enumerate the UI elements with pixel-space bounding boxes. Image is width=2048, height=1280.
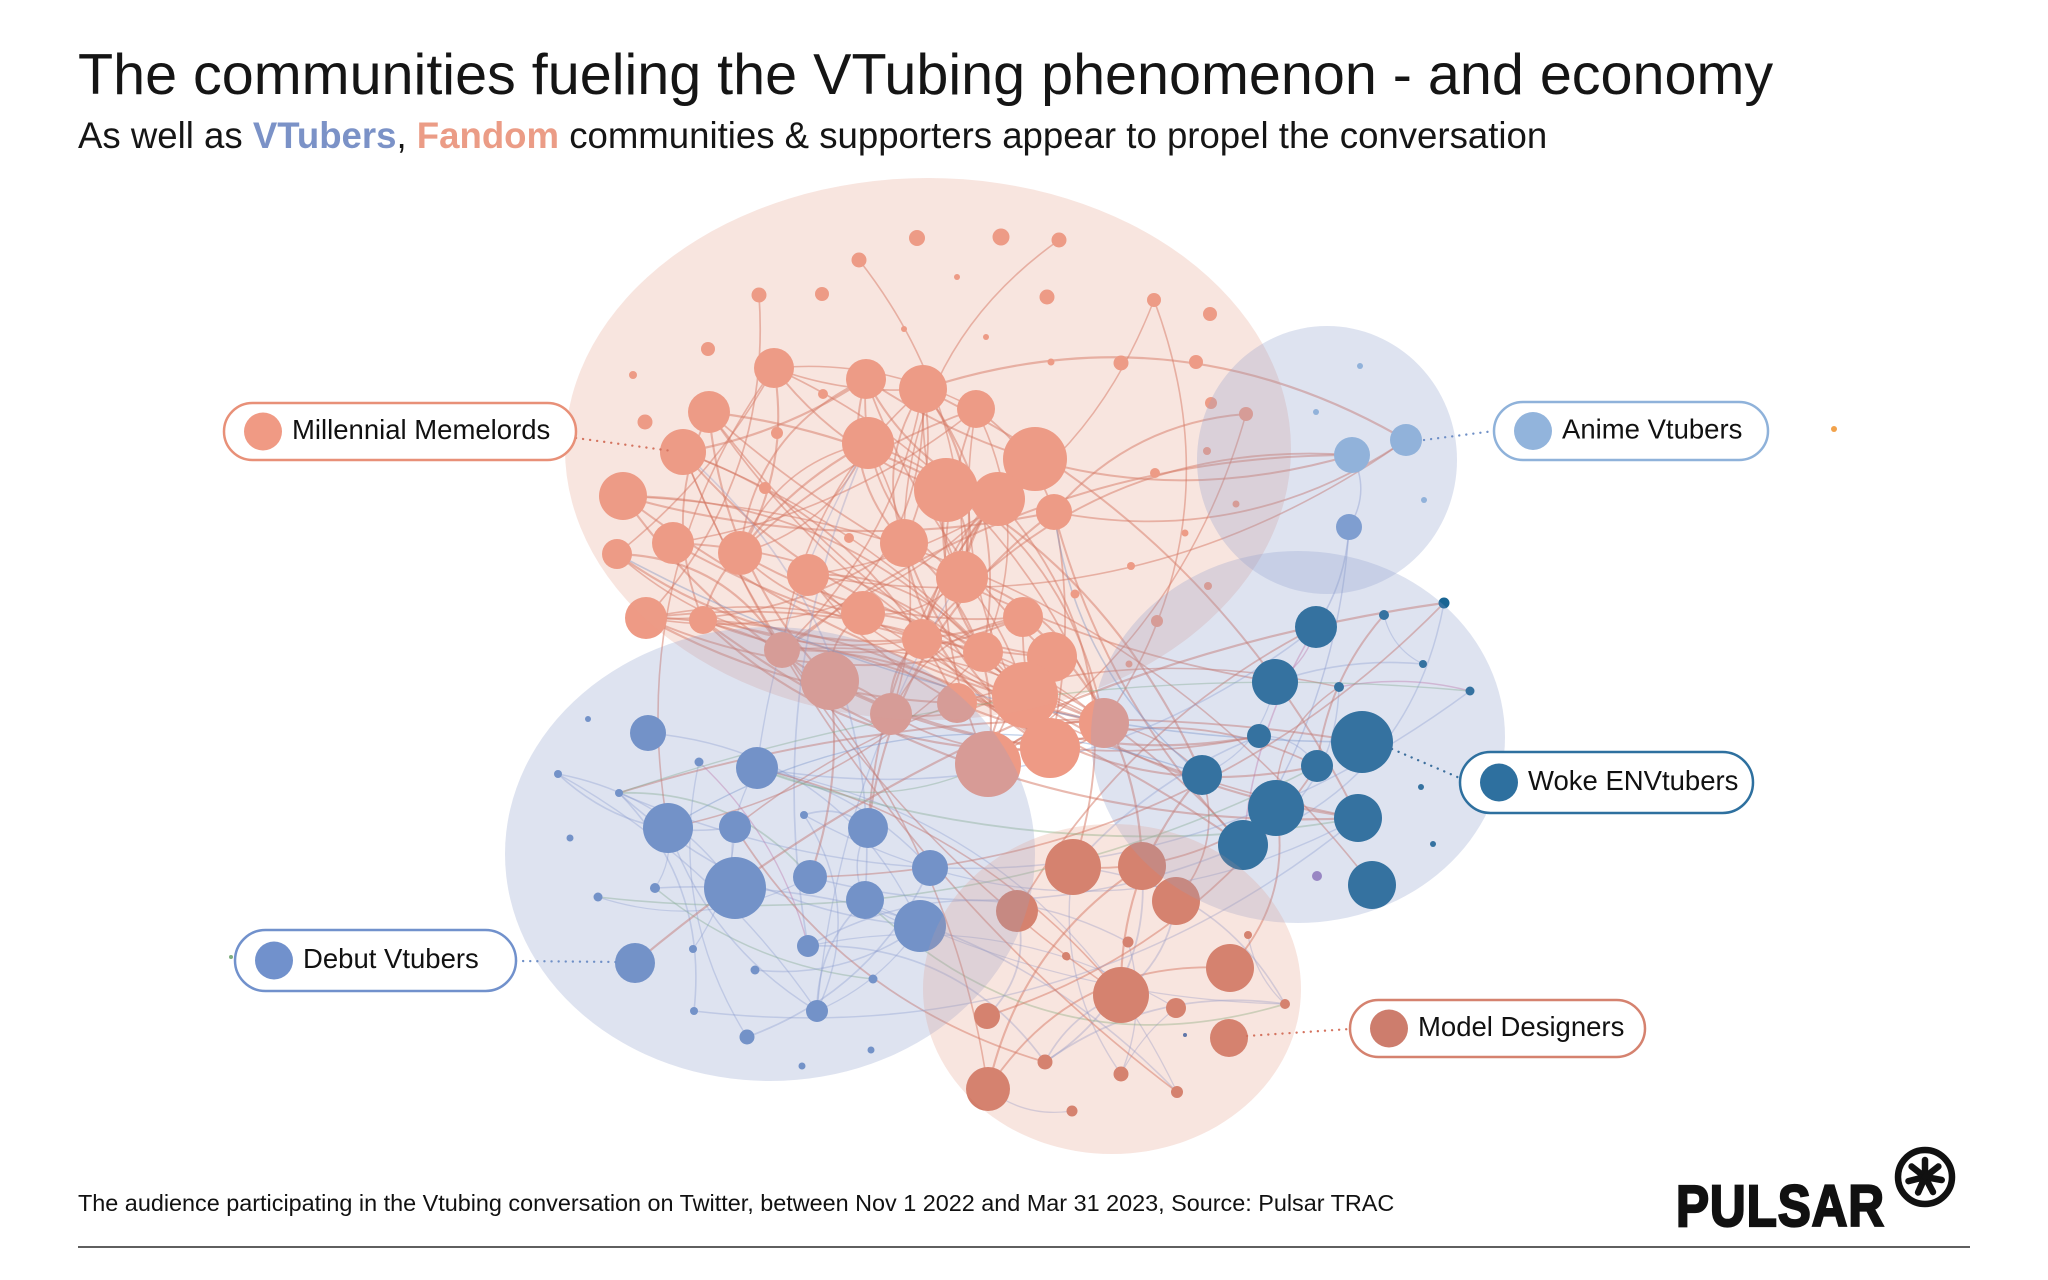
- svg-text:Millennial Memelords: Millennial Memelords: [292, 414, 550, 445]
- svg-text:Debut Vtubers: Debut Vtubers: [303, 943, 479, 974]
- svg-text:Model Designers: Model Designers: [1418, 1011, 1624, 1042]
- svg-text:The audience participating in: The audience participating in the Vtubin…: [78, 1190, 1394, 1216]
- svg-text:The communities fueling the VT: The communities fueling the VTubing phen…: [78, 43, 1773, 107]
- svg-text:Woke ENVtubers: Woke ENVtubers: [1528, 765, 1738, 796]
- svg-text:Anime Vtubers: Anime Vtubers: [1562, 414, 1742, 445]
- svg-text:As well as VTubers, Fandom com: As well as VTubers, Fandom communities &…: [78, 115, 1547, 156]
- svg-text:PULSAR: PULSAR: [1676, 1174, 1885, 1238]
